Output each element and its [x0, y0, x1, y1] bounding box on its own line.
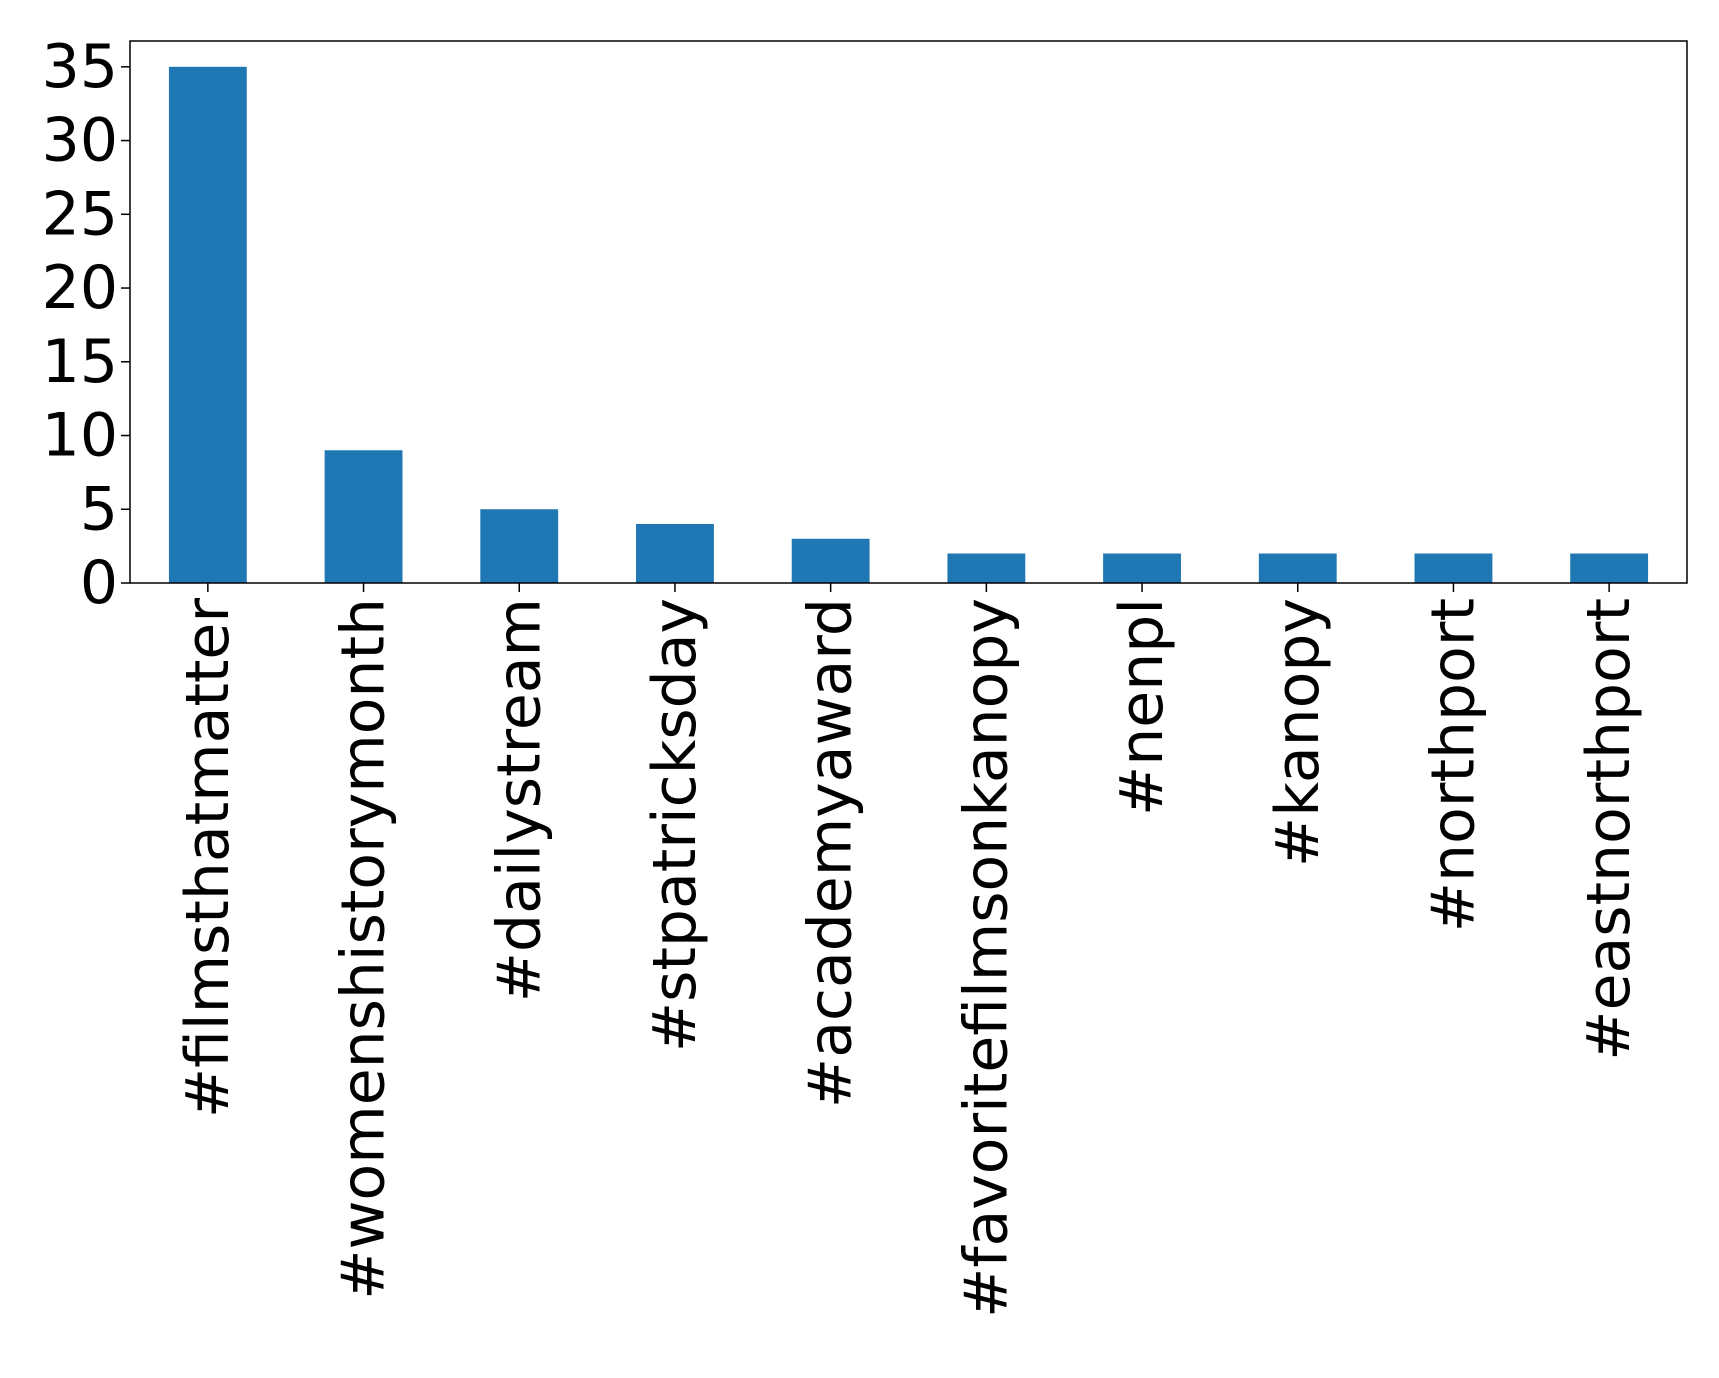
plot-frame — [129, 40, 1688, 584]
y-tick-label: 15 — [42, 327, 118, 397]
bars-group — [168, 66, 1649, 584]
x-tick-label: #nenpl — [1107, 598, 1177, 816]
bar — [324, 450, 403, 583]
x-tick-label: #stpatricksday — [640, 598, 710, 1052]
y-tick-label: 35 — [42, 32, 118, 102]
y-tick-label: 25 — [42, 179, 118, 249]
bar — [636, 524, 714, 583]
bar — [1103, 553, 1181, 583]
bar — [480, 509, 559, 583]
bar — [1258, 553, 1337, 583]
y-tick-label: 10 — [42, 401, 118, 471]
x-tick-label: #womenshistorymonth — [329, 598, 399, 1300]
x-tick-label: #eastnorthport — [1574, 598, 1644, 1061]
y-tick-label: 0 — [80, 548, 118, 618]
x-tick-label: #filmsthatmatter — [173, 598, 243, 1118]
y-tick-label: 5 — [80, 474, 118, 544]
x-tick-label: #favoritefilmsonkanopy — [951, 598, 1021, 1318]
x-tick-label: #kanopy — [1263, 598, 1333, 867]
bar — [791, 538, 870, 583]
bar — [1414, 553, 1493, 583]
x-axis: #filmsthatmatter #womenshistorymonth #dail… — [173, 583, 1644, 1318]
x-tick-label: #northport — [1418, 598, 1488, 932]
bar — [947, 553, 1026, 583]
x-tick-label: #academyaward — [796, 598, 866, 1108]
x-tick-label: #dailystream — [484, 598, 554, 1002]
y-tick-label: 30 — [42, 106, 118, 176]
bar — [168, 66, 247, 584]
bar — [1570, 553, 1649, 583]
y-tick-label: 20 — [42, 253, 118, 323]
